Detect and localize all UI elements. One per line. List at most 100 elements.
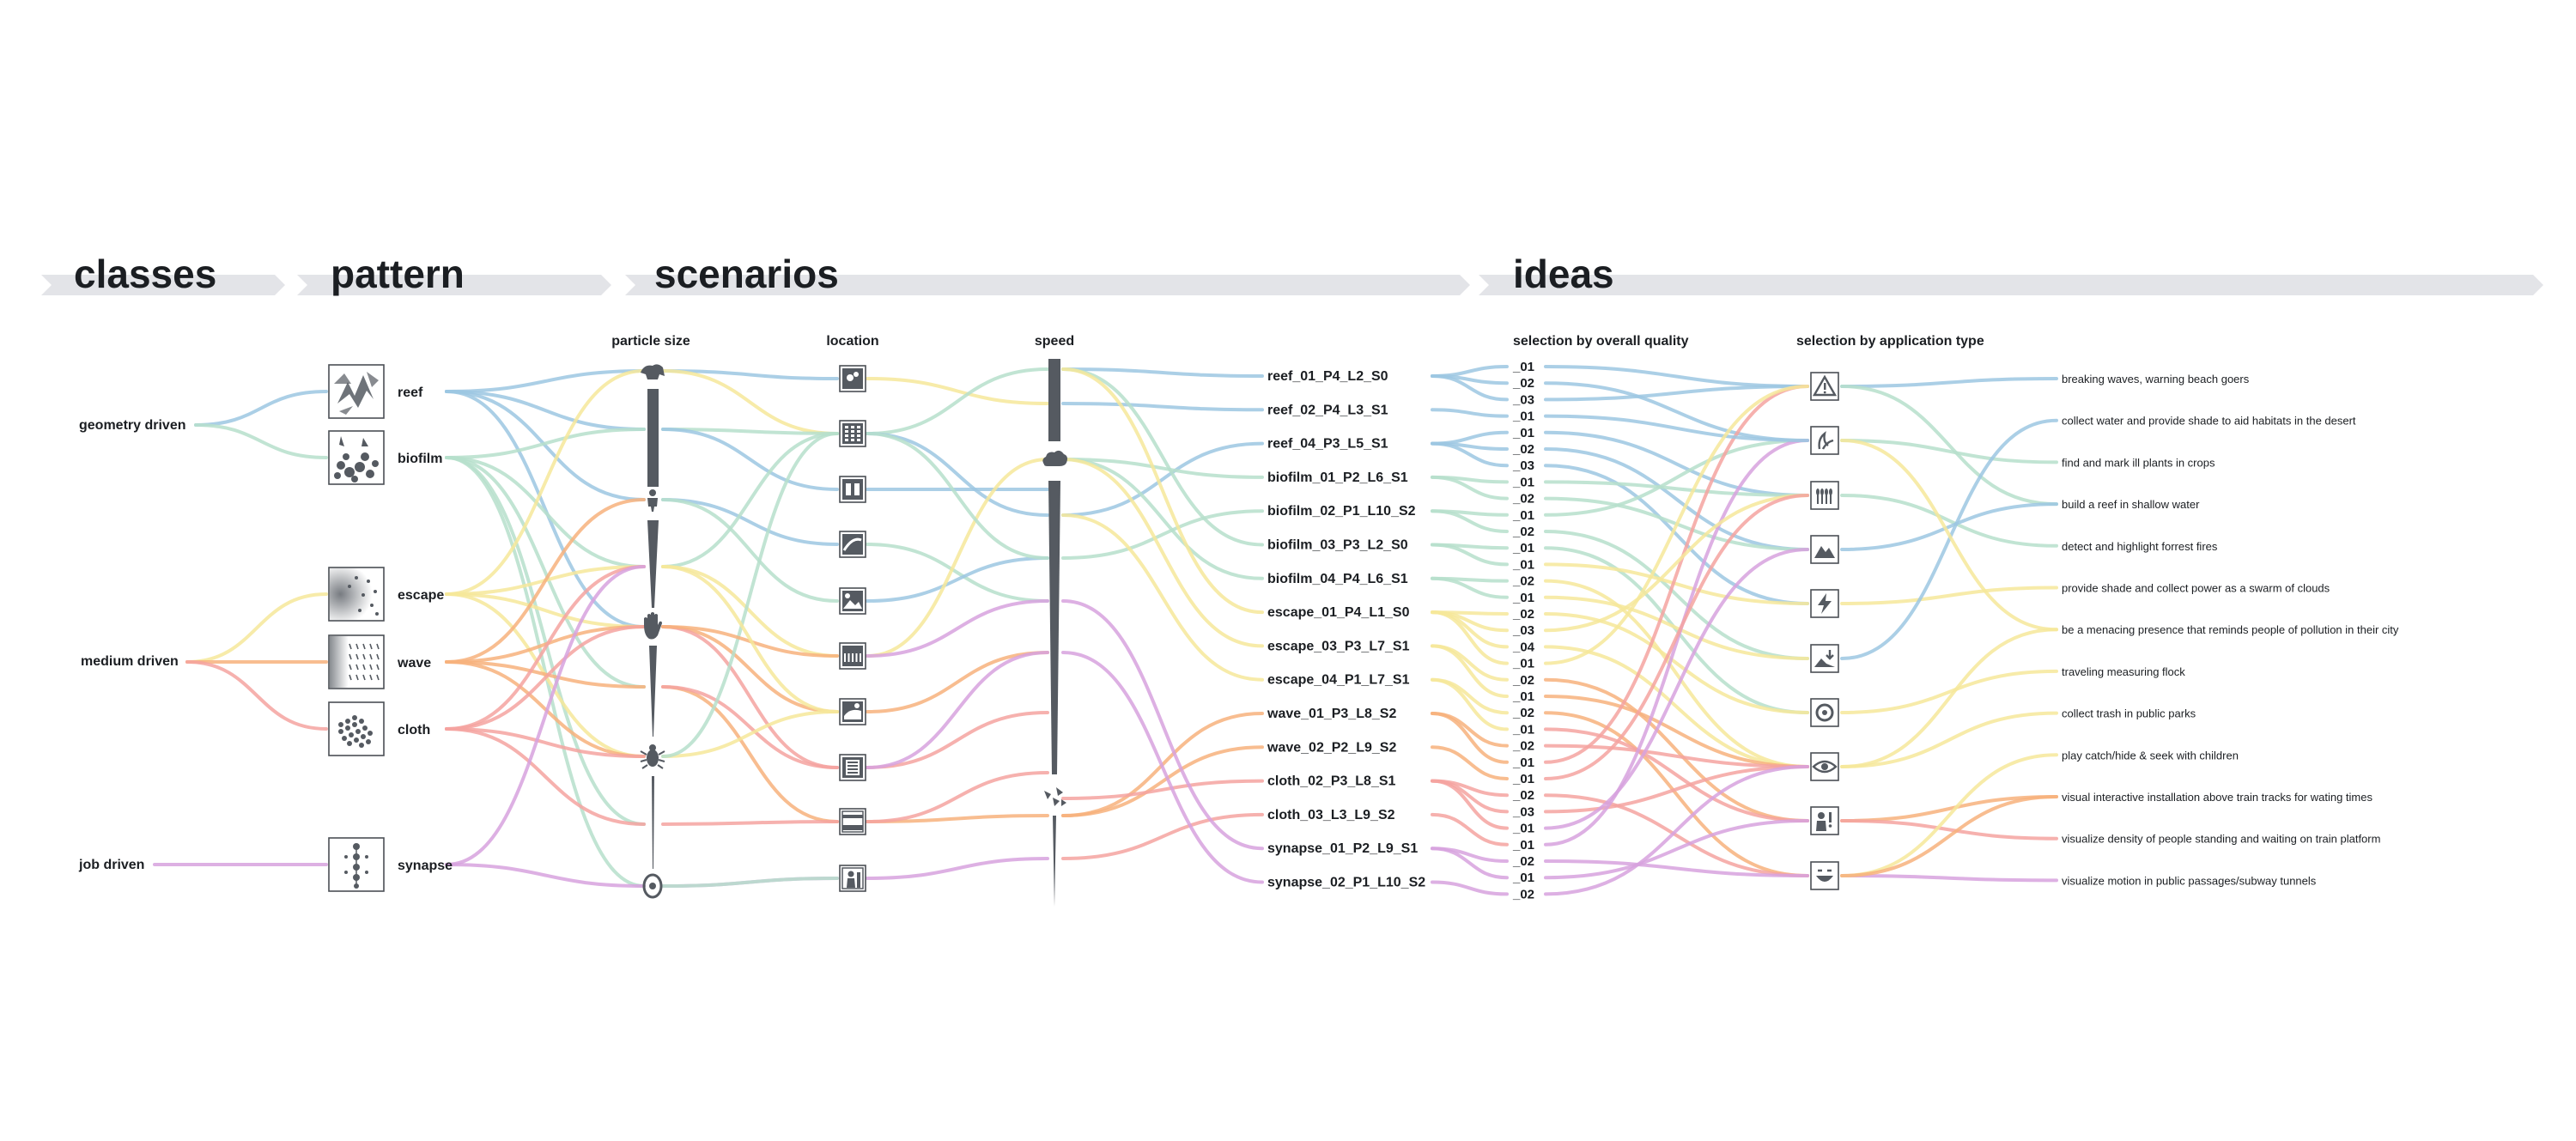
flow-location-speed: [866, 711, 1049, 769]
class-label-medium: medium driven: [81, 654, 179, 669]
person-info-icon: [1810, 806, 1839, 835]
flow-pattern-size: [445, 456, 646, 568]
quality-label: _01: [1512, 541, 1534, 555]
warning-icon: [1810, 372, 1839, 401]
flow-location-speed: [866, 651, 1049, 713]
flow-size-location: [661, 565, 839, 658]
flow-location-speed: [866, 432, 1049, 517]
flow-location-speed: [866, 377, 1049, 405]
quality-label: _01: [1512, 871, 1534, 885]
flow-location-speed: [866, 651, 1049, 769]
pattern-banner-title: pattern: [331, 252, 465, 296]
wave-pattern-icon: [328, 634, 385, 689]
sky-icon: [839, 365, 866, 392]
flow-pattern-size: [445, 660, 646, 758]
pattern-label-biofilm: biofilm: [398, 452, 442, 466]
flow-size-location: [661, 820, 839, 826]
idea-label: build a reef in shallow water: [2062, 498, 2200, 511]
flow-speed-scenario: [1061, 367, 1264, 378]
flow-location-speed: [866, 432, 1049, 560]
flow-application-idea: [1840, 628, 2058, 768]
pattern-label-synapse: synapse: [398, 859, 453, 873]
scenario-label: wave_01_P3_L8_S2: [1267, 707, 1396, 721]
hand-icon: [644, 612, 662, 640]
flow-size-location: [661, 498, 839, 603]
flow-location-speed: [866, 458, 1049, 658]
flow-pattern-size: [445, 456, 646, 888]
scenarios-banner: [625, 275, 1470, 295]
park-icon: [839, 698, 866, 725]
application-column: [1810, 372, 1839, 890]
scenario-label: cloth_03_L3_L9_S2: [1267, 808, 1395, 822]
flow-speed-scenario: [1061, 458, 1264, 648]
flow-quality-application: [1544, 480, 1809, 497]
scenario-label: reef_02_P4_L3_S1: [1267, 403, 1388, 417]
idea-label: visual interactive installation above tr…: [2062, 791, 2372, 804]
flow-links: [153, 365, 2058, 896]
flow-quality-application: [1544, 793, 1809, 877]
flow-application-idea: [1840, 586, 2058, 605]
flow-speed-scenario: [1061, 509, 1264, 560]
flow-application-idea: [1840, 874, 2058, 883]
flow-pattern-size: [445, 565, 646, 731]
flow-scenario-quality: [1431, 880, 1509, 896]
flow-speed-scenario: [1061, 367, 1264, 615]
flow-speed-scenario: [1061, 745, 1264, 817]
quality-label: _01: [1512, 772, 1534, 786]
flow-quality-application: [1544, 430, 1809, 497]
flow-size-location: [661, 428, 839, 435]
flow-application-idea: [1840, 795, 2058, 877]
particle-size-bar-2: [647, 520, 659, 608]
quality-label: _01: [1512, 689, 1534, 704]
quality-label: _02: [1512, 607, 1534, 622]
idea-label: traveling measuring flock: [2062, 665, 2185, 678]
flow-speed-scenario: [1061, 458, 1264, 580]
flow-scenario-quality: [1431, 677, 1509, 731]
flow-quality-application: [1544, 695, 1809, 768]
flow-size-location: [661, 710, 839, 758]
field-icon: [839, 642, 866, 670]
quality-label: _01: [1512, 508, 1534, 523]
quality-column: _01_02_03_01_01_02_03_01_02_01_02_01_01_…: [1512, 360, 1535, 901]
flow-location-speed: [866, 814, 1049, 823]
flow-application-idea: [1840, 669, 2058, 714]
flow-scenario-quality: [1431, 712, 1509, 764]
scenario-label: synapse_01_P2_L9_S1: [1267, 841, 1418, 856]
idea-label: breaking waves, warning beach goers: [2062, 373, 2250, 385]
scenario-label: escape_01_P4_L1_S0: [1267, 605, 1410, 620]
escape-pattern-icon: [328, 567, 385, 622]
animal-icon: [641, 364, 665, 379]
flow-size-location: [661, 369, 839, 380]
flow-location-speed: [866, 367, 1049, 435]
flow-scenario-quality: [1431, 644, 1509, 698]
flow-scenario-quality: [1431, 430, 1509, 446]
quality-label: _01: [1512, 591, 1534, 605]
bug-icon: [640, 744, 665, 769]
quality-label: _01: [1512, 657, 1534, 671]
scenario-label: reef_01_P4_L2_S0: [1267, 369, 1388, 384]
quality-title: selection by overall quality: [1513, 334, 1689, 349]
landscape-arrow-icon: [1810, 644, 1839, 673]
flow-application-idea: [1840, 377, 2058, 388]
quality-label: _02: [1512, 442, 1534, 457]
quality-label: _02: [1512, 673, 1534, 688]
flow-quality-application: [1544, 385, 1809, 764]
flow-quality-application: [1544, 548, 1809, 830]
scenario-label: biofilm_02_P1_L10_S2: [1267, 504, 1416, 519]
eye-icon: [1810, 752, 1839, 781]
speed-title: speed: [1035, 334, 1074, 349]
scenario-label: biofilm_01_P2_L6_S1: [1267, 470, 1408, 485]
particle-size-column: [640, 364, 665, 899]
cloud-icon: [1042, 450, 1067, 466]
road-icon: [839, 531, 866, 558]
quality-label: _01: [1512, 722, 1534, 737]
scenario-label: escape_03_P3_L7_S1: [1267, 639, 1410, 653]
flow-speed-scenario: [1061, 513, 1264, 682]
flow-quality-application: [1544, 494, 1809, 633]
banner-row: classes pattern scenarios ideas: [41, 252, 2543, 296]
bird-swarm-icon: [1044, 787, 1066, 806]
flow-location-speed: [866, 857, 1049, 880]
flow-speed-scenario: [1061, 779, 1264, 800]
flow-scenario-quality: [1431, 812, 1509, 847]
